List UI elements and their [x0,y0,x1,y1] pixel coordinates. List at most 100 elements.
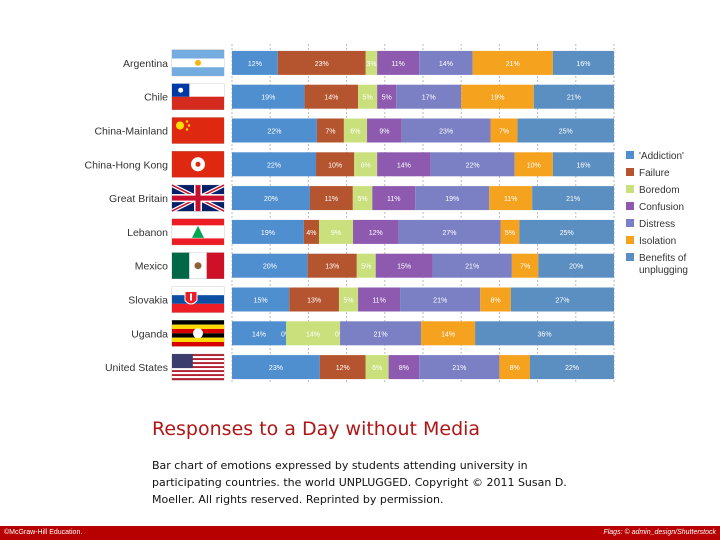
category-label: Uganda [131,328,168,340]
stacked-bar-chart: Argentina Chile China-Mainland China-Hong K… [85,44,688,382]
category-label: Chile [144,92,168,104]
bar-segment [415,186,490,211]
bar-segment [475,321,614,346]
figure-caption: Bar chart of emotions expressed by stude… [152,459,567,506]
legend-label: Boredom [639,185,680,196]
bar-segment [365,355,389,380]
bar-segment [343,118,368,143]
legend-label: 'Addiction' [639,151,684,162]
legend-swatch [626,202,634,210]
data-label: 21% [465,264,479,271]
bar-segment [510,287,614,312]
data-label: 19% [445,196,459,203]
hong-kong-flag-icon [171,151,225,178]
bar-segment [490,118,518,143]
footer-bar: ©McGraw-Hill Education. Flags: © admin_d… [0,526,720,540]
argentina-flag-icon [171,49,225,77]
bar-segment [232,253,308,278]
category-label: Argentina [123,58,168,70]
footer-credit: Flags: © admin_design/Shutterstock [603,529,716,536]
bar-segment [304,84,359,109]
data-label: 9% [331,230,341,237]
legend-swatch [626,219,634,227]
bar-segment [519,219,614,244]
bar-segment [232,84,305,109]
category-label: United States [105,362,168,374]
bar-segment [367,118,402,143]
lebanon-flag-icon [171,218,225,246]
china-flag-icon [171,117,225,144]
figure-title: Responses to a Day without Media [152,418,481,440]
data-label: 20% [569,264,583,271]
data-label: 5% [382,95,392,102]
data-label: 4% [306,230,316,237]
bar-segment [353,219,399,244]
bar-segment [514,152,553,177]
bar-segment [377,84,397,109]
data-label: 22% [565,365,579,372]
data-label: 3% [366,61,376,68]
data-label: 11% [387,196,401,203]
data-label: 14% [397,162,411,169]
data-label: 22% [466,162,480,169]
data-label: 19% [490,95,504,102]
data-label: 23% [315,61,329,68]
data-label: 13% [307,298,321,305]
bar-segment [232,118,317,143]
flag-icons [171,49,225,381]
bar-segment [500,219,520,244]
data-label: 6% [361,162,371,169]
data-label: 20% [264,196,278,203]
bar-segment [533,84,614,109]
category-label: Slovakia [128,295,168,307]
bar-segment [232,321,287,346]
bar-segment [358,287,401,312]
bar-segment [303,219,319,244]
bar-segment [356,253,376,278]
data-label: 21% [452,365,466,372]
data-label: 7% [520,264,530,271]
bar-segment [432,253,512,278]
data-label: 6% [372,365,382,372]
bar-segment [419,355,500,380]
data-label: 21% [374,331,388,338]
legend-label: Confusion [639,202,684,213]
data-label: 19% [261,230,275,237]
country-labels: Argentina Chile China-Mainland China-Hong K… [85,58,169,374]
bar-segment [319,355,366,380]
data-label: 21% [506,61,520,68]
data-label: 6% [350,129,360,136]
data-label: 11% [391,61,405,68]
data-label: 21% [433,298,447,305]
uganda-flag-icon [171,320,225,347]
bar-segment [472,50,553,75]
bar-segment [377,50,420,75]
bar-segment [396,84,462,109]
bar-segment [232,355,320,380]
data-label: 22% [267,129,281,136]
bar-segment [372,186,416,211]
bar-segment [289,287,339,312]
bar-segment [552,50,614,75]
bar-segment [552,152,614,177]
data-label: 22% [267,162,281,169]
category-label: China-Hong Kong [85,159,169,171]
data-label: 15% [397,264,411,271]
footer-copyright: ©McGraw-Hill Education. [4,529,83,536]
data-label: 19% [261,95,275,102]
legend: 'Addiction' Failure Boredom Confusion Distre… [626,151,688,276]
bar-segment [232,50,278,75]
bar-segment [365,50,378,75]
data-label: 27% [442,230,456,237]
data-label: 7% [499,129,509,136]
data-label: 25% [559,129,573,136]
bar-segment [377,152,431,177]
bar-segment [309,186,353,211]
bar-segment [430,152,515,177]
bar-segment [232,152,317,177]
data-label: 12% [248,61,262,68]
data-label: 17% [422,95,436,102]
legend-label: unplugging [639,265,688,276]
bar-segment [352,186,373,211]
category-label: China-Mainland [94,126,168,138]
